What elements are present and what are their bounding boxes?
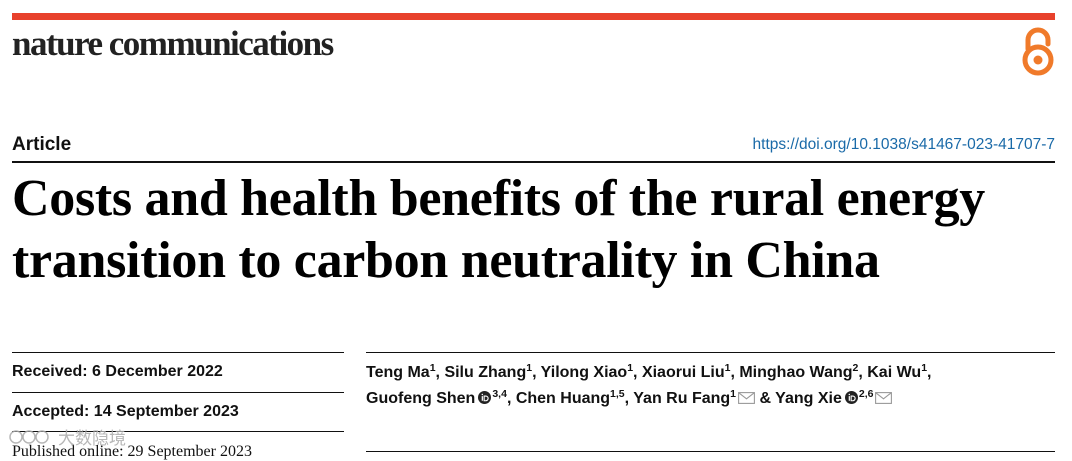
author-item: Minghao Wang2, [739, 362, 868, 381]
title-line-1: Costs and health benefits of the rural e… [12, 170, 986, 227]
header-divider [12, 161, 1055, 163]
author-item: Chen Huang1,5, [515, 388, 634, 407]
author-separator: , [532, 364, 541, 381]
author-name[interactable]: Minghao Wang [739, 364, 853, 381]
orcid-icon[interactable] [844, 391, 858, 404]
author-affiliation: 1 [627, 362, 634, 374]
authors-divider [366, 352, 1055, 353]
open-access-lock-icon [1022, 27, 1054, 76]
author-name[interactable]: Xiaorui Liu [641, 364, 725, 381]
author-name[interactable]: Silu Zhang [444, 364, 527, 381]
author-separator: , [435, 364, 445, 381]
accepted-date: Accepted: 14 September 2023 [12, 403, 239, 420]
author-item: Yan Ru Fang1 & [633, 388, 776, 407]
author-separator: , [858, 364, 868, 381]
author-separator: , [730, 364, 740, 381]
author-name[interactable]: Chen Huang [515, 390, 611, 407]
email-icon[interactable] [738, 392, 755, 404]
received-date: Received: 6 December 2022 [12, 363, 223, 380]
author-separator: & [755, 390, 776, 407]
author-affiliation: 1 [921, 362, 928, 374]
author-separator: , [506, 390, 516, 407]
dates-divider [12, 392, 344, 393]
article-title: Costs and health benefits of the rural e… [12, 168, 1072, 292]
title-line-2: transition to carbon neutrality in China [12, 232, 880, 289]
watermark: 大数隐境 [8, 424, 126, 449]
author-affiliation: 1,5 [610, 388, 625, 400]
watermark-text: 大数隐境 [58, 429, 126, 448]
author-item: Xiaorui Liu1, [641, 362, 740, 381]
doi-link[interactable]: https://doi.org/10.1038/s41467-023-41707… [752, 136, 1055, 153]
author-name[interactable]: Yilong Xiao [540, 364, 628, 381]
author-affiliation: 2 [852, 362, 859, 374]
journal-accent-bar [12, 13, 1055, 20]
author-item: Guofeng Shen 3,4, [366, 388, 516, 407]
author-item: Kai Wu1, [867, 362, 932, 381]
author-name[interactable]: Teng Ma [366, 364, 430, 381]
author-item: Silu Zhang1, [444, 362, 541, 381]
author-name[interactable]: Yang Xie [775, 390, 842, 407]
author-name[interactable]: Kai Wu [867, 364, 922, 381]
author-affiliation: 1 [730, 388, 737, 400]
author-name[interactable]: Yan Ru Fang [633, 390, 731, 407]
author-separator: , [624, 390, 634, 407]
author-affiliation: 3,4 [492, 388, 507, 400]
author-name[interactable]: Guofeng Shen [366, 390, 476, 407]
author-item: Yang Xie 2,6 [775, 388, 893, 407]
orcid-icon[interactable] [478, 391, 492, 404]
dates-divider [12, 352, 344, 353]
dates-divider [12, 431, 344, 432]
author-list: Teng Ma1, Silu Zhang1, Yilong Xiao1, Xia… [366, 360, 1056, 412]
email-icon[interactable] [875, 392, 893, 404]
article-type-label: Article [12, 134, 72, 155]
author-affiliation: 2,6 [858, 388, 874, 400]
author-item: Yilong Xiao1, [540, 362, 642, 381]
author-affiliation: 1 [724, 362, 731, 374]
author-separator: , [927, 364, 932, 381]
watermark-logo-icon [9, 429, 49, 444]
author-separator: , [633, 364, 642, 381]
author-item: Teng Ma1, [366, 362, 445, 381]
author-affiliation: 1 [429, 362, 436, 374]
author-affiliation: 1 [526, 362, 533, 374]
journal-name[interactable]: nature communications [12, 24, 334, 63]
published-date: Published online: 29 September 2023 [12, 443, 252, 460]
authors-divider [366, 451, 1055, 452]
